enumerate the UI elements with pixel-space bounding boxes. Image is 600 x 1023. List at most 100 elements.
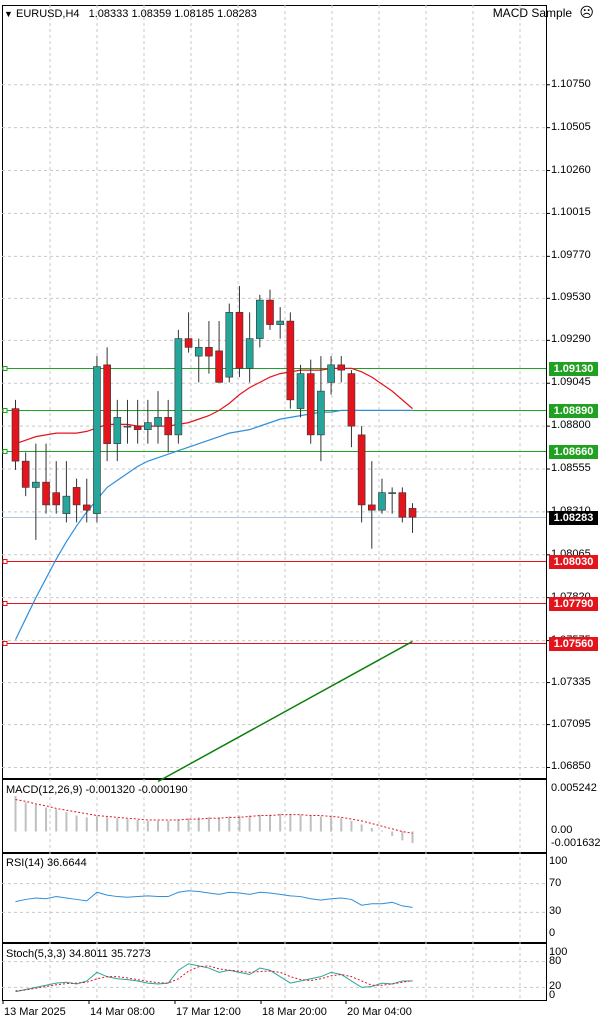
stoch-tick-label: 100: [549, 946, 568, 958]
rsi-tick-label: 100: [549, 855, 568, 867]
candle-body: [154, 417, 162, 427]
time-tick-label: 13 Mar 2025: [4, 1006, 66, 1018]
level-price-label[interactable]: 1.09130: [549, 361, 598, 376]
price-tick-label: 1.09770: [551, 249, 591, 262]
time-tick-label: 14 Mar 08:00: [90, 1006, 155, 1018]
level-anchor-handle: [2, 449, 8, 454]
price-tick-label: 1.10505: [551, 120, 591, 133]
panel-frame-1: [2, 779, 547, 853]
expert-advisor-badge[interactable]: MACD Sample ☹: [493, 4, 594, 21]
panel-frame-3: [2, 943, 547, 1001]
ma-long-line: [157, 640, 413, 783]
price-tick-label: 1.10015: [551, 206, 591, 219]
price-tick-label: 1.10260: [551, 163, 591, 176]
candle-body: [52, 492, 61, 506]
level-anchor-handle: [2, 408, 8, 413]
price-tick-label: 1.09290: [551, 333, 591, 346]
level-price-label[interactable]: 1.08030: [549, 554, 598, 569]
candle-body: [276, 320, 284, 325]
macd-label: MACD(12,26,9) -0.001320 -0.000190: [6, 784, 188, 796]
time-tick-label: 18 Mar 20:00: [262, 1006, 327, 1018]
candle-body: [347, 373, 356, 427]
price-tick-label: 1.08800: [551, 419, 591, 432]
candle-body: [357, 434, 366, 506]
stoch-label: Stoch(5,3,3) 34.8011 35.7273: [6, 948, 151, 960]
macd-signal-line: [15, 799, 413, 834]
time-tick-label: 20 Mar 04:00: [347, 1006, 412, 1018]
price-tick-label: 1.06850: [551, 760, 591, 773]
level-price-label[interactable]: 1.07790: [549, 596, 598, 611]
panel-frame-0: [2, 5, 547, 779]
candle-body: [11, 408, 20, 462]
level-anchor-handle: [2, 366, 8, 371]
candle-body: [144, 422, 152, 430]
candle-body: [245, 338, 254, 369]
candle-body: [306, 373, 315, 436]
stoch-tick-label: 80: [549, 954, 562, 967]
candle-body: [235, 312, 244, 369]
candle-body: [113, 417, 122, 444]
stoch-tick-label: 0: [549, 989, 556, 1001]
candle-body: [123, 425, 132, 428]
candle-body: [32, 481, 40, 488]
macd-tick-label: 0.005242: [551, 782, 597, 794]
ma-slow-line: [14, 409, 413, 640]
level-anchor-handle: [2, 559, 8, 564]
candle-body: [72, 487, 81, 506]
price-tick-label: 1.08555: [551, 462, 591, 475]
level-anchor-handle: [2, 641, 8, 646]
candle-body: [256, 299, 264, 339]
candle-body: [408, 508, 417, 518]
level-price-label[interactable]: 1.08660: [549, 444, 598, 459]
macd-tick-label: -0.001632: [551, 836, 600, 849]
rsi-line: [15, 890, 413, 908]
candle-body: [21, 460, 30, 488]
rsi-tick-label: 30: [549, 905, 562, 918]
symbol-timeframe: EURUSD,H4: [15, 8, 80, 20]
candle-body: [133, 425, 142, 430]
candle-body: [378, 492, 386, 511]
price-tick-label: 1.10750: [551, 77, 591, 90]
stoch-main-line: [15, 963, 413, 993]
candle-body: [194, 347, 203, 357]
candle-body: [103, 364, 111, 444]
candle-body: [398, 492, 407, 518]
candle-body: [62, 495, 71, 514]
stoch-tick-label: 20: [549, 980, 562, 993]
rsi-tick-label: 0: [549, 927, 556, 939]
level-price-label[interactable]: 1.08890: [549, 403, 598, 418]
expert-advisor-name: MACD Sample: [492, 6, 573, 20]
time-tick-label: 17 Mar 12:00: [176, 1006, 241, 1018]
candle-body: [266, 299, 274, 325]
ma-fast-line: [15, 367, 413, 445]
candle-body: [367, 504, 376, 511]
candle-body: [164, 417, 172, 436]
candle-body: [93, 366, 101, 514]
candle-body: [317, 390, 325, 436]
level-price-label[interactable]: 1.07560: [549, 636, 598, 651]
level-anchor-handle: [2, 601, 8, 606]
rsi-label: RSI(14) 36.6644: [6, 857, 87, 869]
candle-body: [327, 364, 335, 383]
rsi-tick-label: 70: [549, 876, 562, 889]
candle-body: [296, 373, 305, 409]
candle-body: [388, 492, 396, 494]
candle-body: [337, 364, 346, 371]
candle-body: [42, 481, 50, 506]
candle-body: [215, 350, 223, 383]
current-price-label: 1.08283: [549, 510, 598, 525]
collapse-arrow-icon[interactable]: ▼: [4, 9, 13, 19]
price-tick-label: 1.09045: [551, 376, 591, 389]
candle-body: [225, 312, 234, 378]
price-tick-label: 1.09530: [551, 291, 591, 304]
panel-frame-2: [2, 853, 547, 943]
chart-header: ▼ EURUSD,H4 1.08333 1.08359 1.08185 1.08…: [4, 8, 257, 20]
candle-body: [205, 347, 213, 357]
price-tick-label: 1.07335: [551, 675, 591, 688]
ohlc-values: 1.08333 1.08359 1.08185 1.08283: [88, 8, 257, 20]
candle-body: [286, 320, 295, 401]
sad-face-icon: ☹: [579, 4, 594, 20]
stoch-signal-line: [15, 965, 413, 992]
macd-tick-label: 0.00: [551, 823, 573, 836]
